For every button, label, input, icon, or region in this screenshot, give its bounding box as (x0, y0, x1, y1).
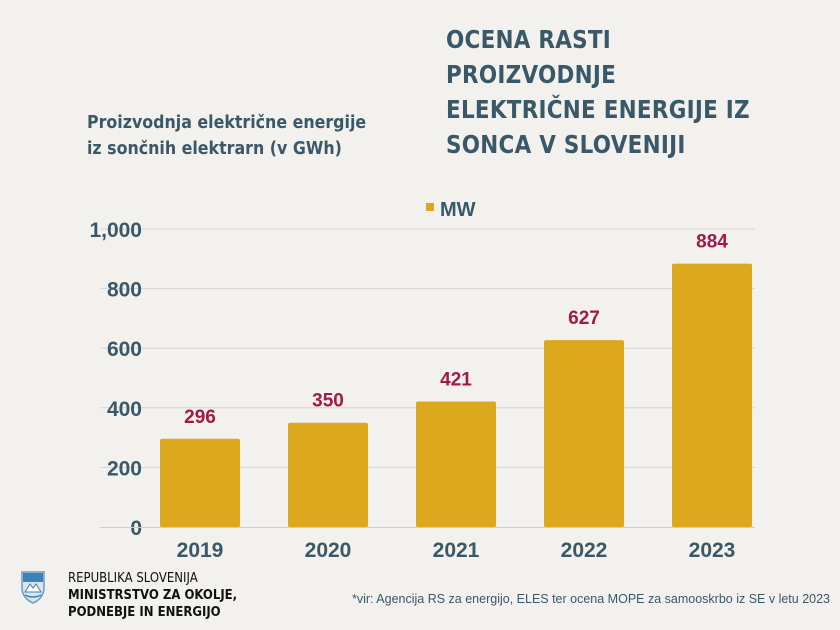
y-tick-label: 1,000 (89, 219, 142, 242)
data-label-2022: 627 (568, 308, 600, 329)
chart-title: OCENA RASTI PROIZVODNJE ELEKTRIČNE ENERG… (446, 25, 750, 159)
org-line3: PODNEBJE IN ENERGIJO (68, 605, 221, 620)
slovenia-coat-of-arms-logo (21, 571, 45, 604)
y-tick-label: 200 (107, 457, 142, 480)
y-tick-label: 0 (130, 517, 142, 540)
bar-2022 (544, 340, 624, 527)
data-label-2019: 296 (184, 407, 216, 428)
org-line2: MINISTRSTVO ZA OKOLJE, (68, 588, 238, 603)
x-tick-label: 2019 (177, 539, 224, 562)
y-tick-label: 600 (107, 338, 142, 361)
bar-2020 (288, 422, 368, 527)
data-label-2020: 350 (312, 391, 344, 412)
x-tick-label: 2021 (433, 539, 480, 562)
legend-label: MW (440, 199, 476, 221)
y-tick-label: 400 (107, 398, 142, 421)
org-line1: REPUBLIKA SLOVENIJA (68, 571, 198, 586)
bar-2021 (416, 401, 496, 527)
data-label-2021: 421 (440, 370, 472, 391)
chart-subtitle: Proizvodnja električne energije iz sončn… (87, 112, 367, 159)
bar-2023 (672, 263, 752, 527)
x-tick-label: 2023 (689, 539, 736, 562)
ministry-name: REPUBLIKA SLOVENIJA MINISTRSTVO ZA OKOLJ… (68, 570, 237, 621)
source-note: *vir: Agencija RS za energijo, ELES ter … (351, 592, 830, 606)
legend-swatch (426, 203, 434, 211)
y-tick-label: 800 (107, 279, 142, 302)
x-tick-label: 2020 (305, 539, 352, 562)
bar-2019 (160, 438, 240, 527)
data-label-2023: 884 (696, 232, 728, 253)
x-tick-label: 2022 (561, 539, 608, 562)
